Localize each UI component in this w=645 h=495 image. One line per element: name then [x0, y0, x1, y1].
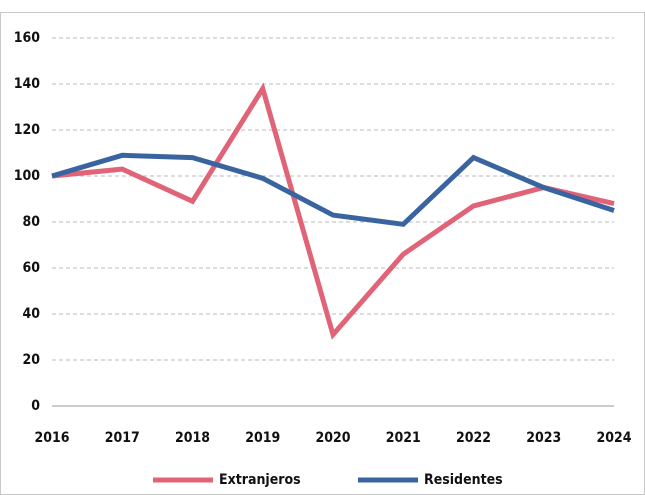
x-tick-label: 2023: [526, 430, 561, 446]
y-tick-label: 20: [22, 352, 40, 368]
y-tick-label: 160: [14, 30, 41, 46]
series-line: [51, 152, 615, 227]
y-tick-label: 140: [14, 76, 41, 92]
x-tick-label: 2019: [245, 430, 280, 446]
chart-frame: [0, 12, 645, 495]
x-tick-label: 2022: [456, 430, 491, 446]
series-line: [51, 82, 615, 340]
y-tick-label: 100: [14, 168, 41, 184]
y-tick-label: 40: [22, 306, 40, 322]
y-tick-label: 60: [22, 260, 40, 276]
x-tick-label: 2021: [386, 430, 421, 446]
y-tick-label: 0: [31, 398, 40, 414]
x-tick-label: 2018: [175, 430, 210, 446]
x-tick-label: 2016: [34, 430, 69, 446]
x-tick-label: 2024: [596, 430, 631, 446]
x-tick-label: 2017: [105, 430, 140, 446]
legend-label: Residentes: [424, 472, 503, 488]
y-tick-label: 120: [14, 122, 41, 138]
legend-label: Extranjeros: [219, 472, 301, 488]
y-tick-label: 80: [22, 214, 40, 230]
x-tick-label: 2020: [315, 430, 350, 446]
